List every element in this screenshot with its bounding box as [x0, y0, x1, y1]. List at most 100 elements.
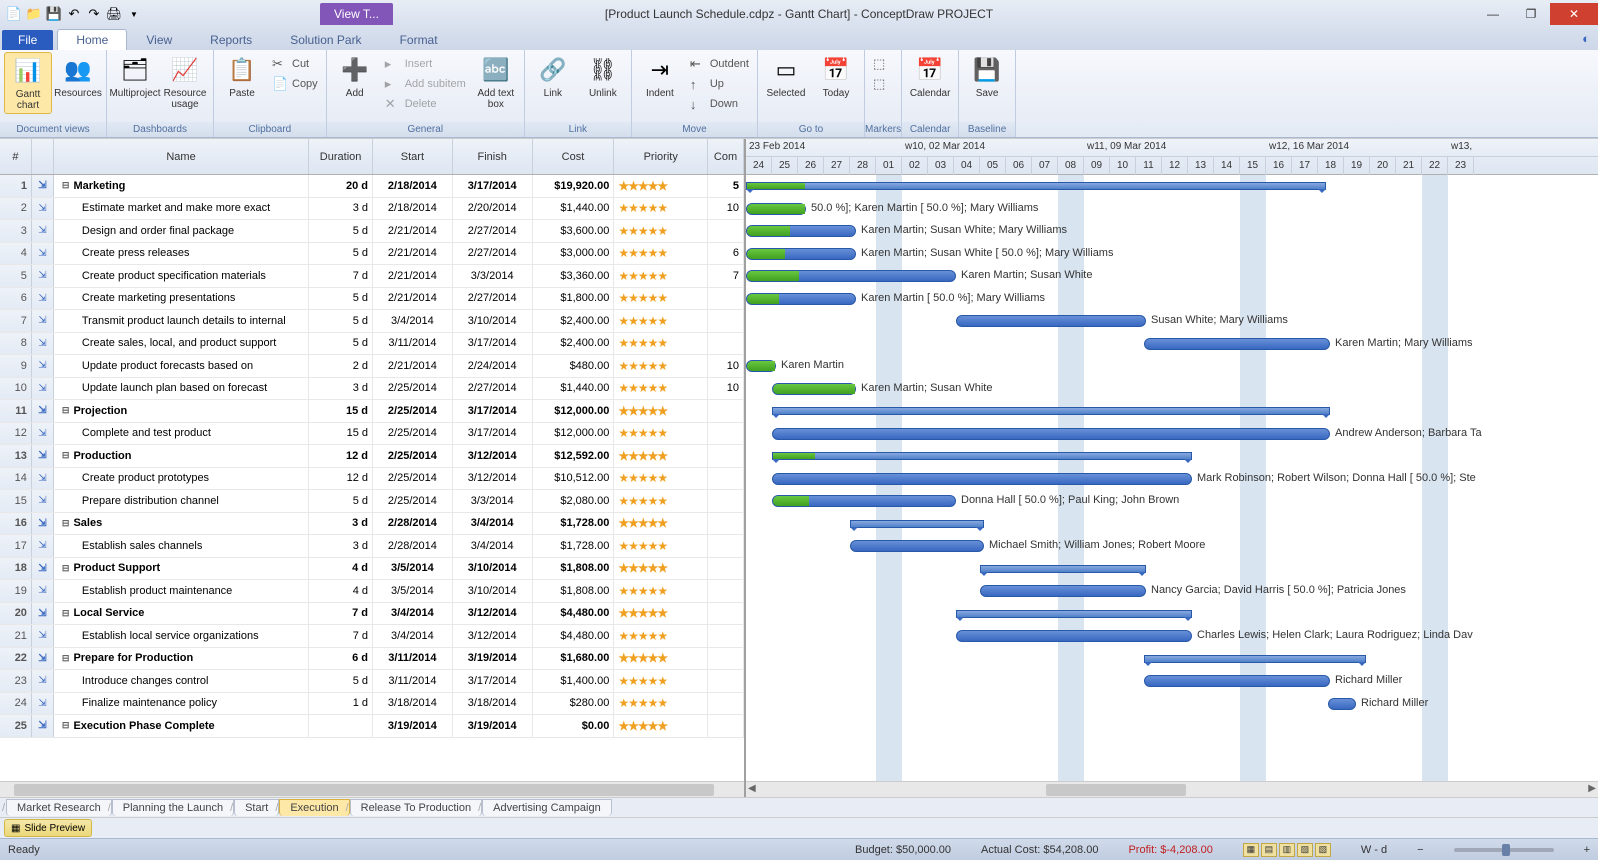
grid-body[interactable]: 1 ⇲ ⊟Marketing 20 d 2/18/2014 3/17/2014 … [0, 175, 744, 781]
task-row[interactable]: 8 ⇲ Create sales, local, and product sup… [0, 333, 744, 356]
sheet-tab-planning-the-launch[interactable]: Planning the Launch [112, 799, 234, 816]
sheet-tab-release-to-production[interactable]: Release To Production [350, 799, 482, 816]
gantt-bar[interactable]: Michael Smith; William Jones; Robert Moo… [850, 540, 984, 552]
column-header-prio[interactable]: Priority [614, 139, 708, 174]
Delete-button[interactable]: ✕Delete [381, 94, 470, 114]
task-row[interactable]: 4 ⇲ Create press releases 5 d 2/21/2014 … [0, 243, 744, 266]
task-row[interactable]: 19 ⇲ Establish product maintenance 4 d 3… [0, 580, 744, 603]
Paste-button[interactable]: 📋Paste [218, 52, 266, 101]
Selected-button[interactable]: ▭Selected [762, 52, 810, 101]
gantt-bar[interactable]: Karen Martin [ 50.0 %]; Mary Williams [746, 293, 856, 305]
task-row[interactable]: 14 ⇲ Create product prototypes 12 d 2/25… [0, 468, 744, 491]
menu-tab-solution-park[interactable]: Solution Park [271, 29, 380, 50]
task-row[interactable]: 10 ⇲ Update launch plan based on forecas… [0, 378, 744, 401]
zoom-slider[interactable] [1454, 848, 1554, 852]
Insert-button[interactable]: ▸Insert [381, 54, 470, 74]
gantt-bar[interactable] [850, 520, 984, 528]
task-row[interactable]: 3 ⇲ Design and order final package 5 d 2… [0, 220, 744, 243]
Outdent-button[interactable]: ⇤Outdent [686, 54, 753, 74]
task-row[interactable]: 23 ⇲ Introduce changes control 5 d 3/11/… [0, 670, 744, 693]
Today-button[interactable]: 📅Today [812, 52, 860, 101]
gantt-bar[interactable]: Charles Lewis; Helen Clark; Laura Rodrig… [956, 630, 1192, 642]
Add text box-button[interactable]: 🔤Add text box [472, 52, 520, 112]
task-row[interactable]: 2 ⇲ Estimate market and make more exact … [0, 198, 744, 221]
menu-tab-format[interactable]: Format [381, 29, 457, 50]
zoom-in-icon[interactable]: + [1584, 844, 1590, 856]
redo-icon[interactable]: ↷ [86, 6, 102, 22]
gantt-bar[interactable] [980, 565, 1146, 573]
Multiproject-button[interactable]: 🗂Multiproject [111, 52, 159, 101]
grid-horizontal-scrollbar[interactable] [0, 781, 744, 797]
dropdown-icon[interactable]: ▼ [126, 6, 142, 22]
column-header-finish[interactable]: Finish [453, 139, 533, 174]
column-header-start[interactable]: Start [373, 139, 453, 174]
gantt-bar[interactable] [772, 407, 1330, 415]
minimize-button[interactable]: — [1474, 3, 1512, 25]
column-header-name[interactable]: Name [54, 139, 309, 174]
close-button[interactable]: ✕ [1550, 3, 1598, 25]
gantt-bar[interactable]: Richard Miller [1328, 698, 1356, 710]
zoom-out-icon[interactable]: − [1417, 844, 1423, 856]
gantt-body[interactable]: 50.0 %]; Karen Martin [ 50.0 %]; Mary Wi… [746, 175, 1598, 781]
task-row[interactable]: 22 ⇲ ⊟Prepare for Production 6 d 3/11/20… [0, 648, 744, 671]
gantt-bar[interactable]: Karen Martin; Mary Williams [1144, 338, 1330, 350]
column-header-comp[interactable]: Com [708, 139, 744, 174]
Link-button[interactable]: 🔗Link [529, 52, 577, 101]
print-icon[interactable]: 🖨 [106, 6, 122, 22]
task-row[interactable]: 1 ⇲ ⊟Marketing 20 d 2/18/2014 3/17/2014 … [0, 175, 744, 198]
task-row[interactable]: 17 ⇲ Establish sales channels 3 d 2/28/2… [0, 535, 744, 558]
gantt-bar[interactable] [772, 452, 1192, 460]
task-row[interactable]: 12 ⇲ Complete and test product 15 d 2/25… [0, 423, 744, 446]
Cut-button[interactable]: ✂Cut [268, 54, 322, 74]
gantt-bar[interactable] [746, 182, 1326, 190]
task-row[interactable]: 18 ⇲ ⊟Product Support 4 d 3/5/2014 3/10/… [0, 558, 744, 581]
gantt-bar[interactable]: Karen Martin [746, 360, 776, 372]
task-row[interactable]: 9 ⇲ Update product forecasts based on 2 … [0, 355, 744, 378]
gantt-bar[interactable]: Mark Robinson; Robert Wilson; Donna Hall… [772, 473, 1192, 485]
task-row[interactable]: 24 ⇲ Finalize maintenance policy 1 d 3/1… [0, 693, 744, 716]
view-toggle-button[interactable]: View T... [320, 3, 393, 25]
task-row[interactable]: 21 ⇲ Establish local service organizatio… [0, 625, 744, 648]
Unlink-button[interactable]: ⛓Unlink [579, 52, 627, 101]
gantt-bar[interactable]: Nancy Garcia; David Harris [ 50.0 %]; Pa… [980, 585, 1146, 597]
task-row[interactable]: 25 ⇲ ⊟Execution Phase Complete 3/19/2014… [0, 715, 744, 738]
menu-tab-home[interactable]: Home [57, 29, 127, 50]
gantt-bar[interactable]: Karen Martin; Susan White [ 50.0 %]; Mar… [746, 248, 856, 260]
task-row[interactable]: 6 ⇲ Create marketing presentations 5 d 2… [0, 288, 744, 311]
save-icon[interactable]: 💾 [46, 6, 62, 22]
Up-button[interactable]: ↑Up [686, 74, 753, 94]
gantt-bar[interactable]: Susan White; Mary Williams [956, 315, 1146, 327]
column-header-num[interactable]: # [0, 139, 32, 174]
Calendar-button[interactable]: 📅Calendar [906, 52, 954, 101]
task-row[interactable]: 13 ⇲ ⊟Production 12 d 2/25/2014 3/12/201… [0, 445, 744, 468]
Down-button[interactable]: ↓Down [686, 94, 753, 114]
gantt-bar[interactable]: Richard Miller [1144, 675, 1330, 687]
task-row[interactable]: 16 ⇲ ⊟Sales 3 d 2/28/2014 3/4/2014 $1,72… [0, 513, 744, 536]
task-row[interactable]: 7 ⇲ Transmit product launch details to i… [0, 310, 744, 333]
view-mode-icons[interactable]: ▦▤▥▨▧ [1243, 843, 1331, 857]
task-row[interactable]: 5 ⇲ Create product specification materia… [0, 265, 744, 288]
Add subitem-button[interactable]: ▸Add subitem [381, 74, 470, 94]
menu-tab-view[interactable]: View [127, 29, 191, 50]
gantt-bar[interactable]: 50.0 %]; Karen Martin [ 50.0 %]; Mary Wi… [746, 203, 806, 215]
gantt-bar[interactable]: Karen Martin; Susan White [746, 270, 956, 282]
undo-icon[interactable]: ↶ [66, 6, 82, 22]
gantt-bar[interactable]: Donna Hall [ 50.0 %]; Paul King; John Br… [772, 495, 956, 507]
file-menu[interactable]: File [2, 30, 53, 50]
sheet-tab-start[interactable]: Start [234, 799, 279, 816]
ribbon-button[interactable]: ⬚ [869, 54, 897, 74]
task-row[interactable]: 15 ⇲ Prepare distribution channel 5 d 2/… [0, 490, 744, 513]
Resource usage-button[interactable]: 📈Resource usage [161, 52, 209, 112]
Gantt chart-button[interactable]: 📊Gantt chart [4, 52, 52, 114]
Add-button[interactable]: ➕Add [331, 52, 379, 101]
gantt-bar[interactable]: Karen Martin; Susan White; Mary Williams [746, 225, 856, 237]
new-icon[interactable]: 📄 [6, 6, 22, 22]
gantt-bar[interactable]: Karen Martin; Susan White [772, 383, 856, 395]
Save-button[interactable]: 💾Save [963, 52, 1011, 101]
column-header-dur[interactable]: Duration [309, 139, 373, 174]
Resources-button[interactable]: 👥Resources [54, 52, 102, 101]
task-row[interactable]: 20 ⇲ ⊟Local Service 7 d 3/4/2014 3/12/20… [0, 603, 744, 626]
column-header-ind[interactable] [32, 139, 54, 174]
help-icon[interactable]: ◐ [1582, 31, 1590, 46]
Indent-button[interactable]: ⇥Indent [636, 52, 684, 101]
